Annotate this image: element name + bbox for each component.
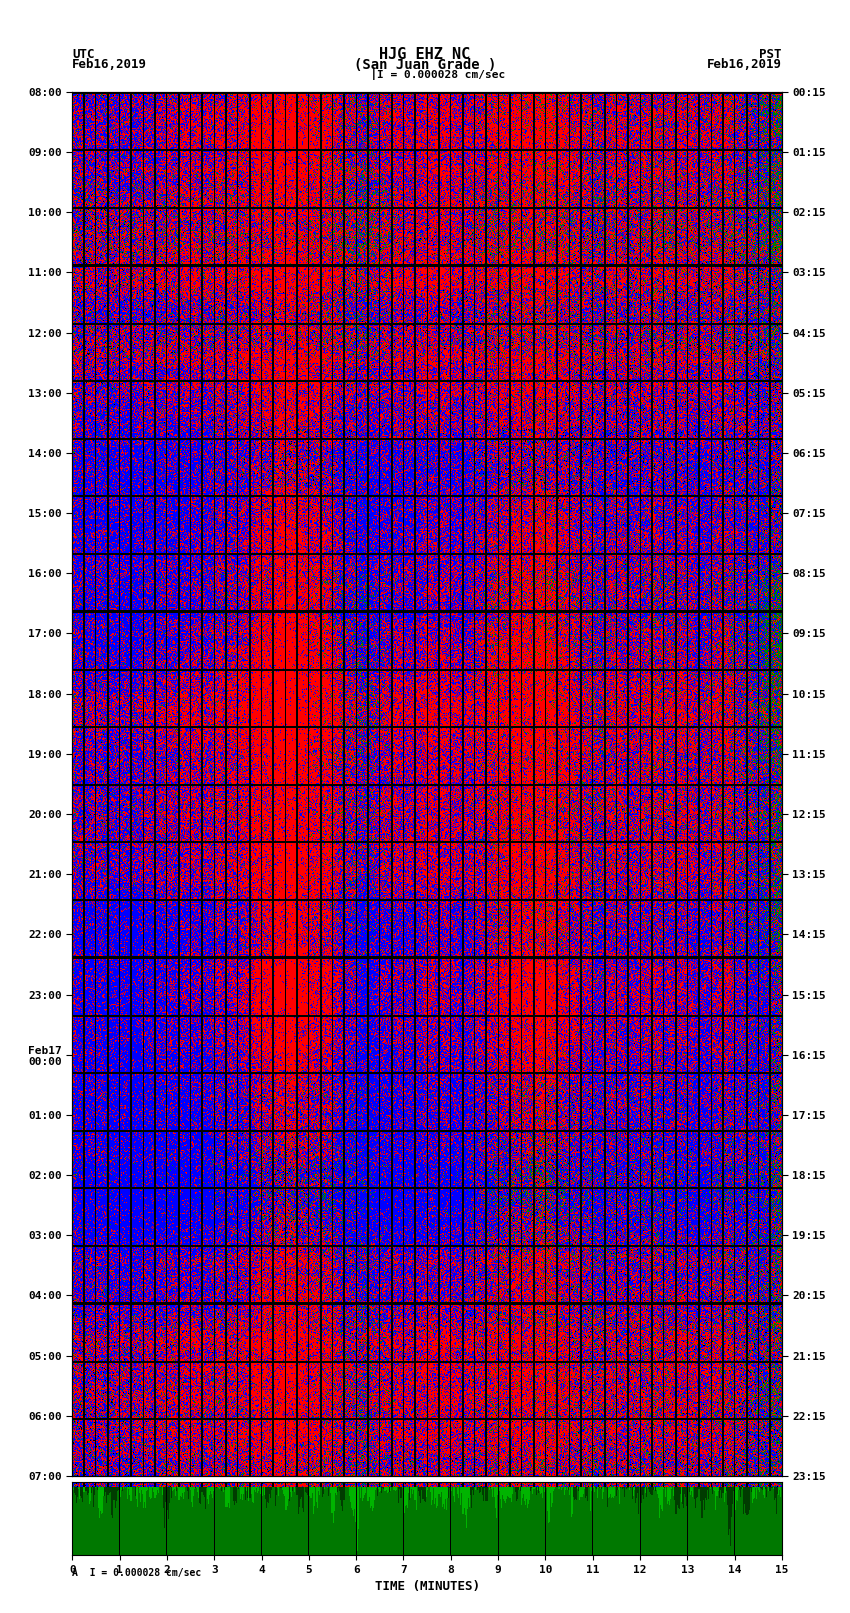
Text: (San Juan Grade ): (San Juan Grade ) xyxy=(354,58,496,71)
Text: |: | xyxy=(370,66,377,79)
Text: A  I = 0.000028 cm/sec: A I = 0.000028 cm/sec xyxy=(72,1568,201,1578)
X-axis label: TIME (MINUTES): TIME (MINUTES) xyxy=(375,1581,479,1594)
Text: UTC: UTC xyxy=(72,48,94,61)
Text: PST: PST xyxy=(760,48,782,61)
Text: Feb16,2019: Feb16,2019 xyxy=(72,58,147,71)
Text: Feb16,2019: Feb16,2019 xyxy=(707,58,782,71)
Text: HJG EHZ NC: HJG EHZ NC xyxy=(379,47,471,63)
Text: I = 0.000028 cm/sec: I = 0.000028 cm/sec xyxy=(377,69,505,79)
